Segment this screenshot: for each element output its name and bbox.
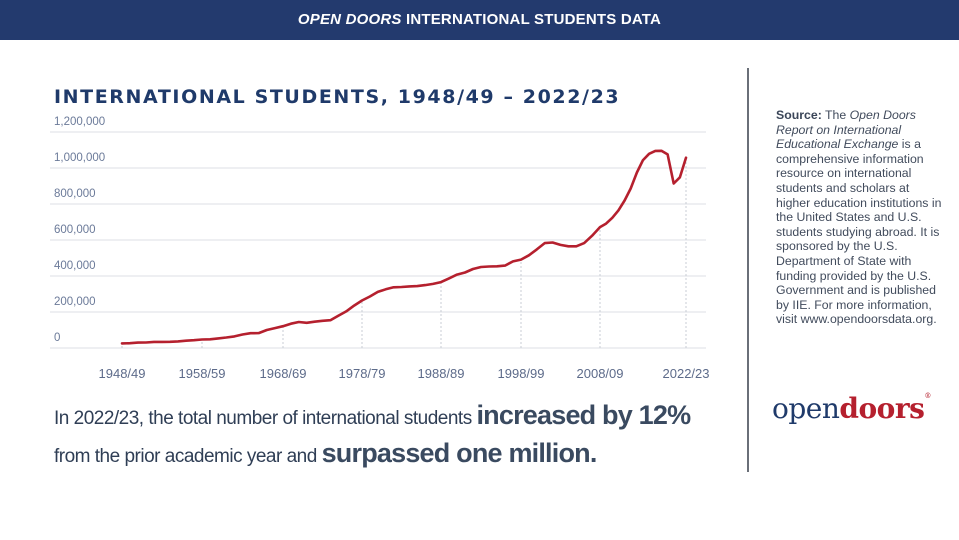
source-note: Source: The Open Doors Report on Interna…: [776, 108, 946, 327]
series-line-international-students: [120, 149, 688, 345]
x-tick-label: 2008/09: [577, 366, 624, 381]
y-tick-label: 600,000: [54, 224, 96, 236]
header-title-italic: OPEN DOORS: [297, 11, 402, 28]
summary-part2: from the prior academic year and: [54, 446, 322, 467]
x-tick-label: 1988/89: [418, 366, 465, 381]
logo-doors: doors: [839, 392, 925, 425]
divider: [747, 68, 749, 472]
summary-highlight-increase: increased by 12%: [476, 400, 691, 430]
header-title: INTERNATIONAL STUDENTS DATA: [401, 11, 662, 28]
y-tick-label: 400,000: [54, 260, 96, 272]
y-tick-label: 800,000: [54, 188, 96, 200]
summary-highlight-million: surpassed one million.: [321, 438, 598, 468]
logo-registered-mark: ®: [924, 392, 931, 400]
opendoors-logo: opendoors®: [772, 392, 931, 425]
x-tick-label: 1958/59: [179, 366, 226, 381]
y-tick-label: 0: [54, 332, 60, 344]
x-tick-label: 1968/69: [260, 366, 307, 381]
y-tick-label: 1,200,000: [54, 116, 105, 128]
header-bar: OPEN DOORS INTERNATIONAL STUDENTS DATA: [0, 0, 959, 40]
chart-title: INTERNATIONAL STUDENTS, 1948/49 – 2022/2…: [54, 86, 621, 108]
summary-part1: In 2022/23, the total number of internat…: [54, 408, 477, 429]
source-text: The: [821, 108, 850, 122]
x-tick-label: 1948/49: [99, 366, 146, 381]
y-tick-label: 200,000: [54, 296, 96, 308]
x-tick-label: 1978/79: [339, 366, 386, 381]
source-report-title: Open Doors Report on International Educa…: [776, 108, 916, 152]
x-tick-label: 1998/99: [498, 366, 545, 381]
logo-open: open: [772, 392, 840, 425]
y-tick-label: 1,000,000: [54, 152, 105, 164]
source-text-body: is a comprehensive information resource …: [776, 137, 942, 327]
summary-text: In 2022/23, the total number of internat…: [54, 398, 691, 474]
line-chart: 0 200,000 400,000 600,000 800,000 1,000,000 1,…: [50, 116, 710, 381]
source-label: Source:: [776, 108, 822, 122]
x-tick-label: 2022/23: [663, 366, 710, 381]
